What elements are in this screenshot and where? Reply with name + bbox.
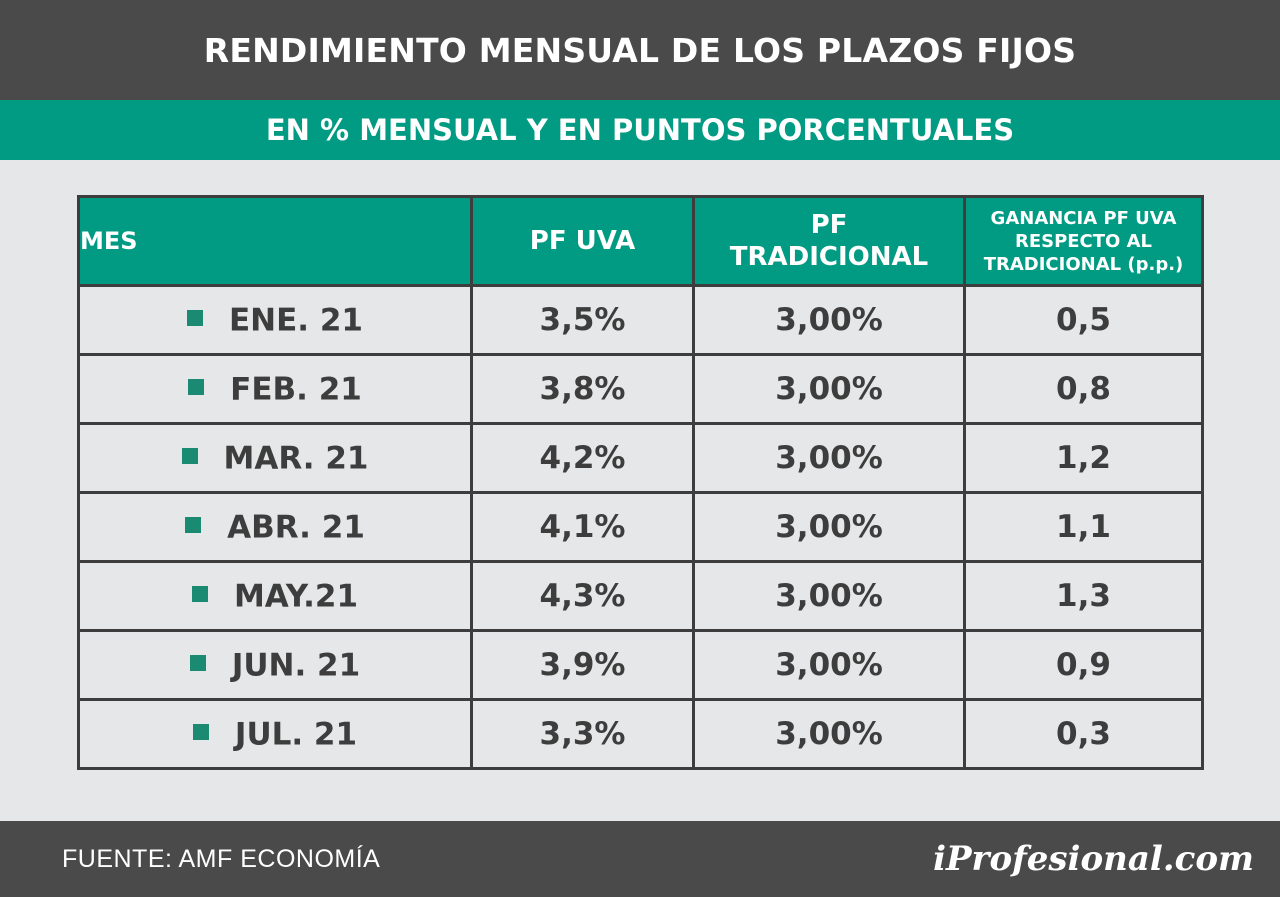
header-ganancia-line2: RESPECTO AL (1014, 230, 1153, 252)
pf-tradicional-cell: 3,00% (692, 284, 966, 356)
month-cell: JUN. 21 (77, 629, 473, 701)
pf-tradicional-cell: 3,00% (692, 491, 966, 563)
pf-tradicional-cell: 3,00% (692, 353, 966, 425)
brand-logo: iProfesional.com (933, 839, 1254, 879)
footer-bar: FUENTE: AMF ECONOMÍA iProfesional.com (0, 821, 1280, 897)
table-row: JUN. 21 3,9% 3,00% 0,9 (77, 629, 1204, 701)
ganancia-cell: 1,1 (963, 491, 1204, 563)
header-pf-tradicional-line1: PF (810, 210, 848, 240)
ganancia-cell: 0,5 (963, 284, 1204, 356)
month-label: ABR. 21 (227, 509, 365, 546)
header-month: MES (77, 195, 473, 287)
table-row: ENE. 21 3,5% 3,00% 0,5 (77, 284, 1204, 356)
pf-uva-cell: 4,1% (470, 491, 695, 563)
header-pf-tradicional: PF TRADICIONAL (692, 195, 966, 287)
ganancia-cell: 1,3 (963, 560, 1204, 632)
ganancia-cell: 0,9 (963, 629, 1204, 701)
header-pf-uva: PF UVA (470, 195, 695, 287)
month-cell: FEB. 21 (77, 353, 473, 425)
month-label: ENE. 21 (228, 302, 363, 339)
table-row: JUL. 21 3,3% 3,00% 0,3 (77, 698, 1204, 770)
yield-table: MES PF UVA PF TRADICIONAL GANANCIA PF UV… (77, 195, 1204, 770)
header-pf-tradicional-line2: TRADICIONAL (729, 242, 929, 272)
square-bullet-icon (188, 378, 205, 395)
month-label: JUN. 21 (231, 647, 361, 684)
square-bullet-icon (192, 723, 209, 740)
month-cell: MAY.21 (77, 560, 473, 632)
month-cell: ENE. 21 (77, 284, 473, 356)
header-ganancia-line3: TRADICIONAL (p.p.) (983, 253, 1184, 275)
ganancia-cell: 1,2 (963, 422, 1204, 494)
header-ganancia: GANANCIA PF UVA RESPECTO AL TRADICIONAL … (963, 195, 1204, 287)
table-row: MAR. 21 4,2% 3,00% 1,2 (77, 422, 1204, 494)
pf-tradicional-cell: 3,00% (692, 698, 966, 770)
title-bar: RENDIMIENTO MENSUAL DE LOS PLAZOS FIJOS (0, 0, 1280, 100)
square-bullet-icon (181, 447, 198, 464)
ganancia-cell: 0,3 (963, 698, 1204, 770)
pf-tradicional-cell: 3,00% (692, 629, 966, 701)
month-cell: JUL. 21 (77, 698, 473, 770)
table-row: ABR. 21 4,1% 3,00% 1,1 (77, 491, 1204, 563)
pf-uva-cell: 4,2% (470, 422, 695, 494)
table-row: MAY.21 4,3% 3,00% 1,3 (77, 560, 1204, 632)
chart-subtitle: EN % MENSUAL Y EN PUNTOS PORCENTUALES (265, 113, 1015, 147)
month-label: JUL. 21 (234, 716, 358, 753)
square-bullet-icon (191, 585, 208, 602)
ganancia-cell: 0,8 (963, 353, 1204, 425)
pf-tradicional-cell: 3,00% (692, 560, 966, 632)
pf-uva-cell: 3,8% (470, 353, 695, 425)
chart-title: RENDIMIENTO MENSUAL DE LOS PLAZOS FIJOS (203, 30, 1077, 70)
table-row: FEB. 21 3,8% 3,00% 0,8 (77, 353, 1204, 425)
square-bullet-icon (189, 654, 206, 671)
square-bullet-icon (186, 309, 203, 326)
subtitle-bar: EN % MENSUAL Y EN PUNTOS PORCENTUALES (0, 100, 1280, 160)
table-body: ENE. 21 3,5% 3,00% 0,5 FEB. 21 3,8% 3,00% 0,8 MA… (77, 284, 1204, 770)
pf-uva-cell: 3,9% (470, 629, 695, 701)
table-header-row: MES PF UVA PF TRADICIONAL GANANCIA PF UV… (77, 195, 1204, 287)
header-ganancia-line1: GANANCIA PF UVA (990, 207, 1177, 229)
source-note: FUENTE: AMF ECONOMÍA (62, 845, 381, 873)
pf-uva-cell: 4,3% (470, 560, 695, 632)
month-cell: ABR. 21 (77, 491, 473, 563)
square-bullet-icon (185, 516, 202, 533)
month-label: MAR. 21 (223, 440, 369, 477)
pf-tradicional-cell: 3,00% (692, 422, 966, 494)
pf-uva-cell: 3,3% (470, 698, 695, 770)
month-label: FEB. 21 (230, 371, 362, 408)
month-label: MAY.21 (233, 578, 359, 615)
pf-uva-cell: 3,5% (470, 284, 695, 356)
month-cell: MAR. 21 (77, 422, 473, 494)
